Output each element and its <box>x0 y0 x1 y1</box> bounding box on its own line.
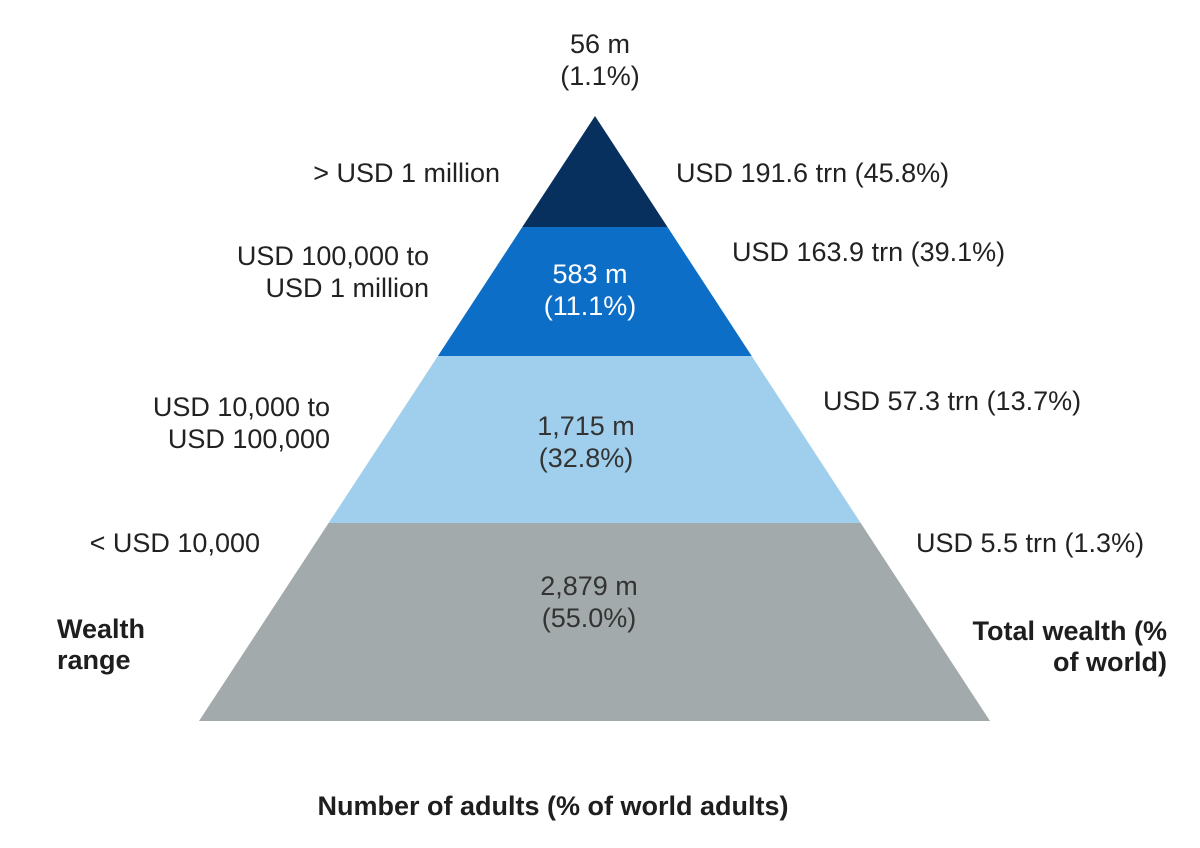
tier-4-wealth-range-line-1: < USD 10,000 <box>89 528 260 558</box>
tier-1-total-wealth: USD 191.6 trn (45.8%) <box>676 158 950 188</box>
tier-2-wealth-range-line-1: USD 100,000 to <box>236 241 429 271</box>
tier-1-wealth-range: > USD 1 million <box>313 157 500 189</box>
tier-1-adults-share: (1.1%) <box>560 61 640 91</box>
tier-4-wealth-range: < USD 10,000 <box>90 527 260 559</box>
tier-1-adults: 56 m <box>569 29 631 59</box>
tier-2-wealth-range-line-2: USD 1 million <box>265 273 429 303</box>
tier-3-wealth-range-line-2: USD 100,000 <box>167 424 330 454</box>
tier-3-adults-share: (32.8%) <box>538 443 634 473</box>
tier-2-total-wealth: USD 163.9 trn (39.1%) <box>732 237 1006 267</box>
tier-4-adults: 2,879 m <box>540 571 638 601</box>
pyramid-tier-2 <box>437 227 752 356</box>
pyramid-tier-1 <box>522 116 668 227</box>
tier-4-total-wealth: USD 5.5 trn (1.3%) <box>916 528 1145 558</box>
tier-1-wealth-range-line-1: > USD 1 million <box>313 158 500 188</box>
tier-4-adults-label: 2,879 m (55.0%) <box>489 570 689 634</box>
tier-2-adults-share: (11.1%) <box>543 291 637 321</box>
total-wealth-axis-label: Total wealth (% of world) <box>972 616 1167 677</box>
pyramid-tier-4 <box>199 523 990 721</box>
top-tier-adults-label: 56 m (1.1%) <box>500 28 700 92</box>
tier-3-wealth-range: USD 10,000 to USD 100,000 <box>153 391 330 455</box>
tier-2-adults: 583 m <box>552 259 628 289</box>
tier-3-adults: 1,715 m <box>537 411 635 441</box>
tier-3-total-wealth: USD 57.3 trn (13.7%) <box>823 386 1082 416</box>
tier-2-adults-label: 583 m (11.1%) <box>490 258 690 322</box>
tier-3-wealth-range-line-1: USD 10,000 to <box>152 392 330 422</box>
tier-3-adults-label: 1,715 m (32.8%) <box>486 410 686 474</box>
wealth-range-axis-label: Wealth range <box>57 614 146 675</box>
tier-2-wealth-range: USD 100,000 to USD 1 million <box>237 240 429 304</box>
pyramid-tier-3 <box>328 356 861 523</box>
number-of-adults-axis-label: Number of adults (% of world adults) <box>317 791 789 821</box>
tier-4-adults-share: (55.0%) <box>541 603 637 633</box>
